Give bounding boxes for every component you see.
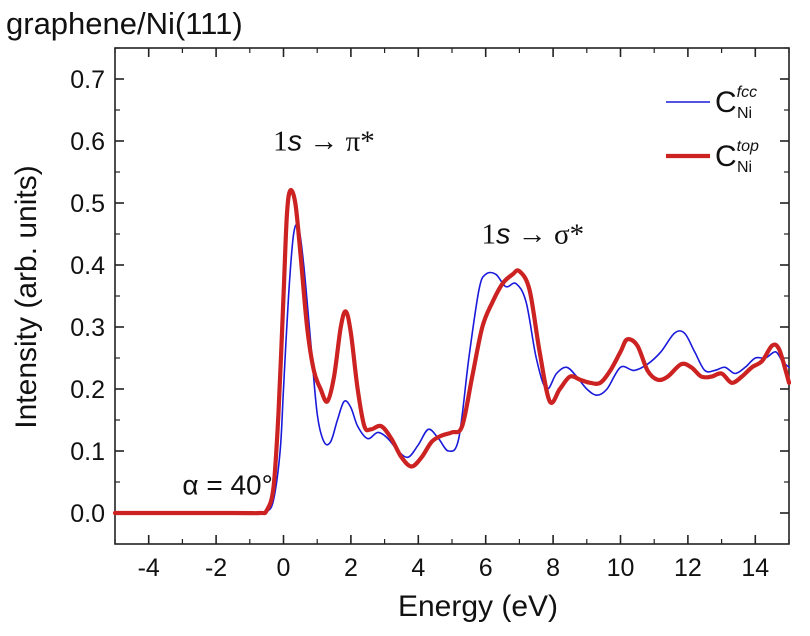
y-axis: 0.0 0.1 0.2 0.3 0.4 0.5 0.6 0.7 (70, 47, 789, 528)
series-line-top (112, 188, 792, 516)
y-tick-label: 0.5 (70, 190, 105, 218)
x-tick-label: 14 (741, 554, 769, 582)
y-tick-label: 0.3 (70, 314, 105, 342)
annotation-pi-star: 1s → π* (273, 125, 375, 157)
x-tick-label: -2 (205, 554, 227, 582)
legend-sub-fcc: Ni (737, 105, 752, 122)
y-tick-label: 0.4 (70, 252, 105, 280)
x-tick-label: 8 (546, 554, 560, 582)
x-axis-label: Energy (eV) (398, 590, 558, 623)
legend-label-fcc: Cfcc (715, 84, 757, 119)
legend-sub-top: Ni (737, 159, 752, 176)
y-tick-label: 0.1 (70, 438, 105, 466)
y-tick-label: 0.2 (70, 376, 105, 404)
x-axis: -4 -2 0 2 4 6 8 10 12 14 (114, 48, 790, 582)
y-tick-label: 0.0 (70, 500, 105, 528)
annotation-angle: α = 40° (182, 469, 272, 500)
x-tick-label: 10 (607, 554, 635, 582)
x-tick-label: 4 (411, 554, 425, 582)
annotation-sigma-star: 1s → σ* (482, 218, 585, 250)
y-axis-label: Intensity (arb. units) (10, 165, 43, 428)
x-tick-label: 12 (674, 554, 702, 582)
y-tick-label: 0.6 (70, 128, 105, 156)
x-tick-label: -4 (138, 554, 160, 582)
x-tick-label: 6 (479, 554, 493, 582)
chart-title: graphene/Ni(111) (6, 6, 243, 41)
series-layer (112, 188, 792, 516)
y-tick-label: 0.7 (70, 66, 105, 94)
x-tick-label: 2 (344, 554, 358, 582)
x-tick-label: 0 (277, 554, 291, 582)
legend-label-top: Ctop (715, 138, 759, 173)
